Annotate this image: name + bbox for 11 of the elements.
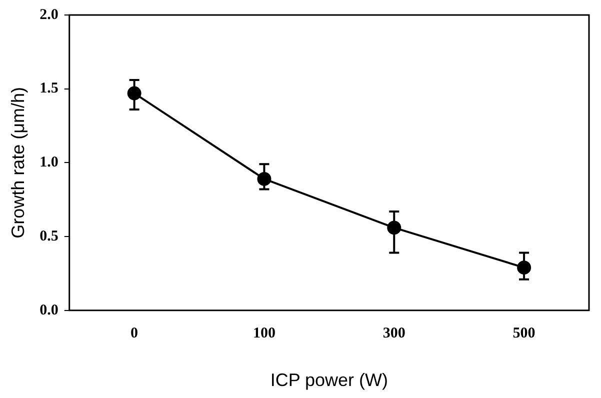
y-tick-label: 1.0: [40, 154, 58, 171]
y-tick-label: 2.0: [40, 6, 58, 23]
y-tick-label: 0.0: [40, 302, 58, 318]
x-tick-label: 100: [252, 325, 276, 342]
y-axis-title: Growth rate (μm/h): [8, 86, 28, 238]
x-tick-label: 500: [512, 325, 536, 342]
y-tick-label: 0.5: [40, 228, 58, 244]
y-tick-label: 1.5: [40, 80, 58, 97]
x-axis-title: ICP power (W): [270, 370, 388, 390]
x-tick-label: 0: [130, 325, 138, 342]
x-tick-label: 300: [382, 325, 406, 342]
